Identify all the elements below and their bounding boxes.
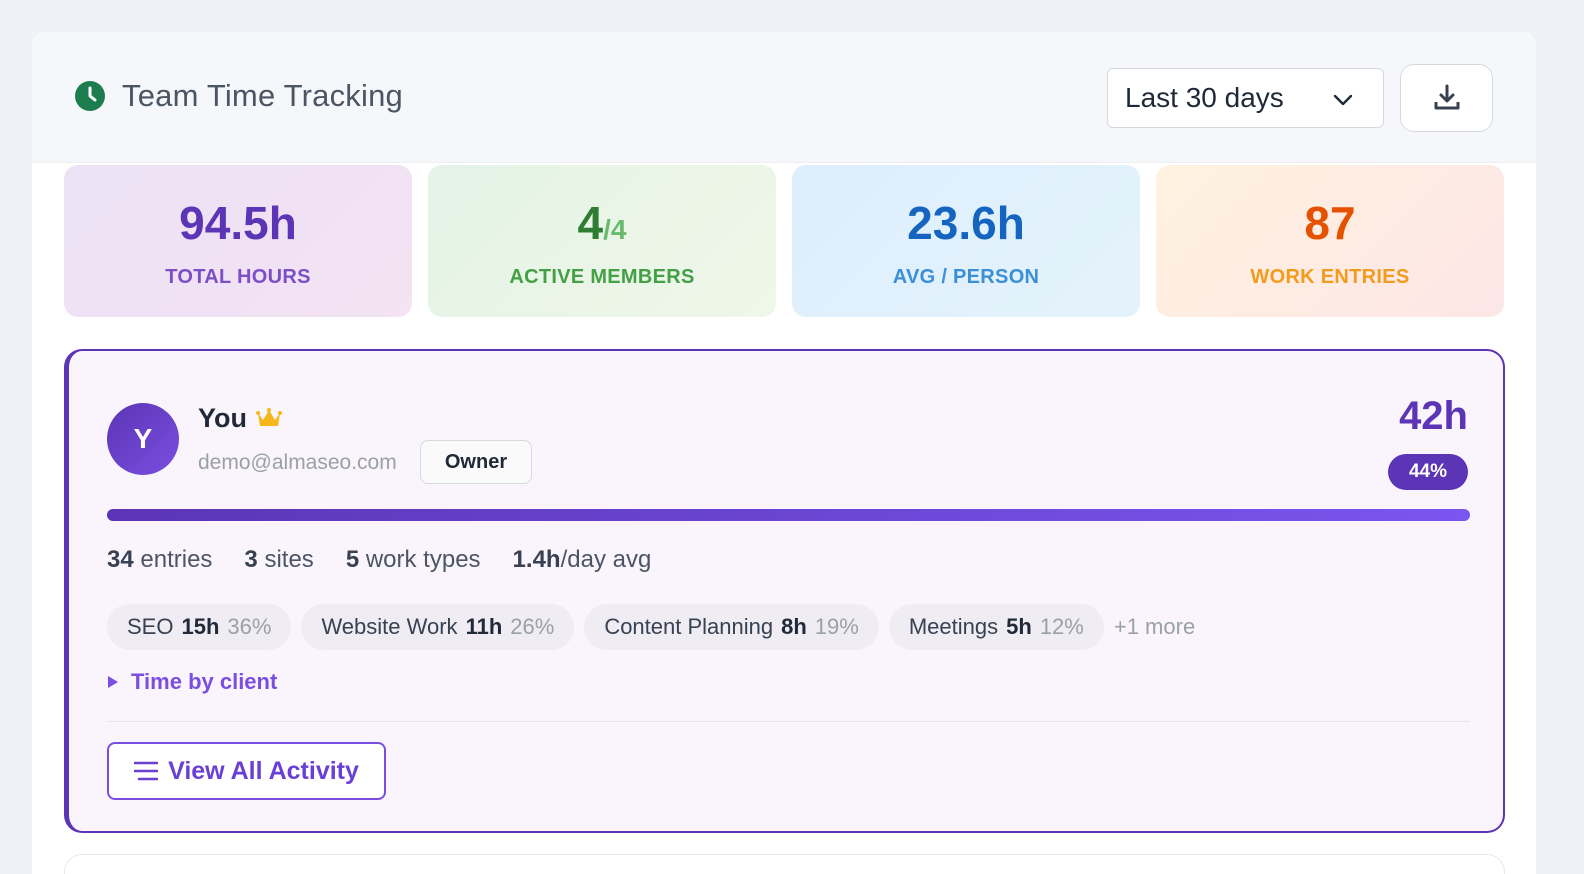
role-badge: Owner [420,440,532,484]
time-by-client-toggle[interactable]: Time by client [107,669,277,695]
member-name: You [198,403,247,433]
list-icon [134,761,159,781]
date-range-select[interactable]: Last 30 days [1107,68,1384,128]
next-member-card [64,854,1505,874]
stat-value: 4/4 [428,193,776,260]
stat-total-hours: 94.5h TOTAL HOURS [64,165,412,317]
stat-label: AVG / PERSON [892,266,1040,288]
time-tracking-panel: Team Time Tracking Last 30 days 94.5h TO… [32,32,1536,874]
stat-avg-person: 23.6h AVG / PERSON [792,165,1140,317]
metric-per-day: 1.4h/day avg [512,546,652,573]
chip-seo: SEO 15h 36% [107,604,292,650]
member-card: Y You demo@almaseo.com Owner 42h 44% 34 … [64,349,1505,833]
metric-entries: 34 entries [107,546,213,573]
panel-header: Team Time Tracking Last 30 days [32,32,1536,163]
stat-active-members: 4/4 ACTIVE MEMBERS [428,165,776,317]
stat-work-entries: 87 WORK ENTRIES [1156,165,1504,317]
crown-icon [256,408,282,426]
chip-content-planning: Content Planning 8h 19% [584,604,879,650]
more-chips-label: +1 more [1113,614,1196,639]
stat-label: ACTIVE MEMBERS [509,266,695,288]
chip-meetings: Meetings 5h 12% [888,604,1104,650]
member-hours: 42h [1399,394,1468,438]
stat-label: TOTAL HOURS [165,266,311,288]
metric-work-types: 5 work types [345,546,481,573]
divider [107,721,1470,722]
hours-progress-fill [107,509,1470,521]
metric-sites: 3 sites [244,546,314,573]
avatar: Y [107,403,179,475]
chip-website-work: Website Work 11h 26% [301,604,575,650]
stat-value: 23.6h [907,197,1025,249]
date-range-value: Last 30 days [1125,82,1284,113]
view-all-activity-label: View All Activity [168,756,359,785]
member-email: demo@almaseo.com [198,451,397,474]
hours-progress-bar [107,509,1470,521]
page-title: Team Time Tracking [122,78,403,113]
clock-icon [75,81,105,111]
view-all-activity-button[interactable]: View All Activity [107,742,386,800]
chevron-down-icon [1333,94,1353,106]
download-icon [1434,84,1459,110]
stat-label: WORK ENTRIES [1250,266,1410,288]
stat-value: 87 [1304,197,1356,249]
stat-value: 94.5h [179,197,297,249]
work-type-chips: SEO 15h 36% Website Work 11h 26% Content Pla… [107,604,1195,650]
time-by-client-label: Time by client [131,669,278,694]
stat-value-sub: /4 [603,214,627,245]
member-metrics: 34 entries 3 sites 5 work types 1.4h/day… [107,545,651,575]
percent-badge: 44% [1388,454,1468,490]
caret-right-icon [108,676,118,688]
stat-value-main: 4 [577,197,604,249]
download-button[interactable] [1400,64,1493,132]
